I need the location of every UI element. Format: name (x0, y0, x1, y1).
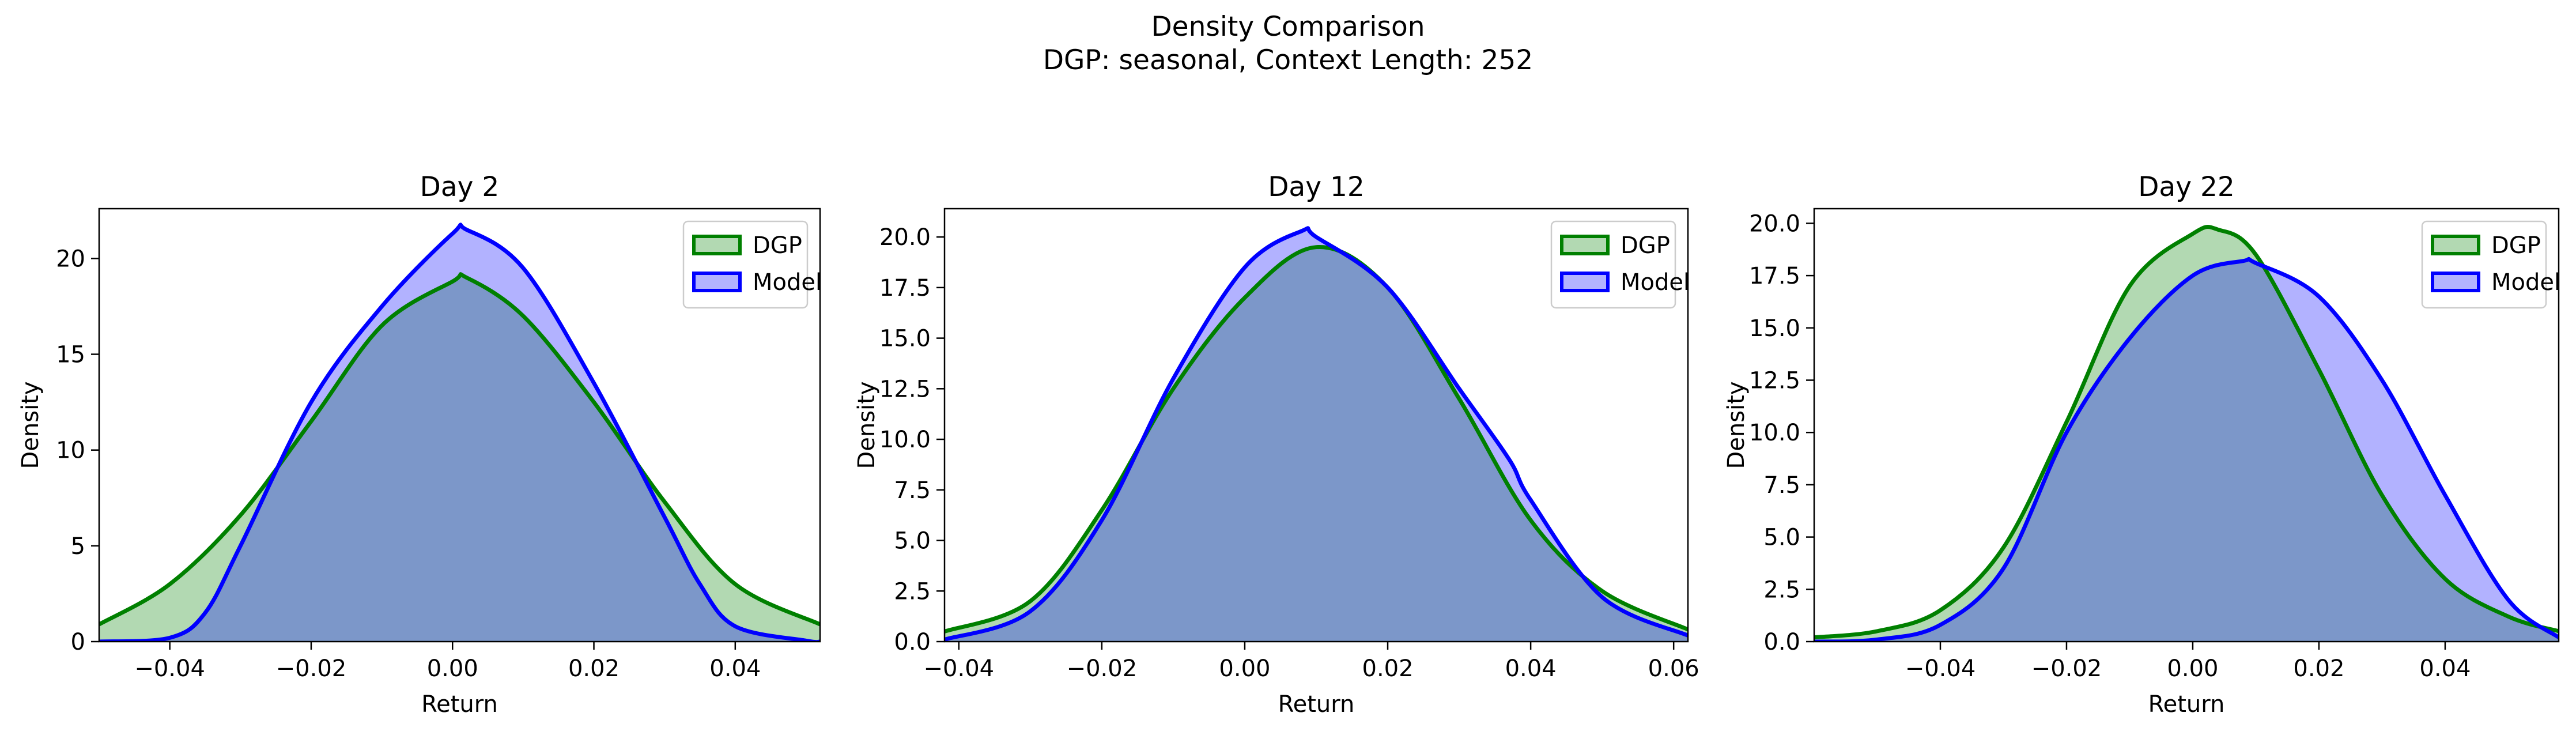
density-line-dgp (945, 245, 1688, 634)
x-tick-label: 0.04 (1505, 655, 1557, 682)
plot-area (1814, 225, 2559, 642)
legend: DGP Model (682, 220, 822, 309)
x-tick-label: 0.00 (2167, 655, 2218, 682)
axes-frame (943, 208, 1689, 643)
y-tick-label: 15 (56, 342, 85, 368)
y-axis-label: Density (853, 381, 880, 469)
x-tick-label: −0.02 (2031, 655, 2102, 682)
y-tick-label: 5 (71, 533, 85, 560)
legend-label: Model (2491, 269, 2560, 296)
y-axis-label: Density (1723, 381, 1750, 469)
legend-label: Model (753, 269, 822, 296)
legend: DGP Model (2421, 220, 2560, 309)
subplot-title: Day 12 (1268, 171, 1365, 203)
legend-label: DGP (2491, 232, 2541, 259)
x-tick-label: 0.04 (2419, 655, 2471, 682)
y-tick-label: 20.0 (879, 224, 931, 251)
density-line-model (99, 223, 820, 642)
legend-label: Model (1621, 269, 1690, 296)
legend-swatch-dgp (1560, 235, 1610, 255)
y-tick-label: 5.0 (1763, 525, 1800, 551)
density-fill-model (945, 228, 1688, 642)
y-axis-label: Density (17, 381, 44, 469)
density-fill-model (99, 224, 820, 642)
density-fill-dgp (99, 274, 820, 642)
legend-box (682, 220, 809, 309)
x-tick-label: −0.04 (134, 655, 205, 682)
x-tick-label: −0.04 (924, 655, 995, 682)
y-tick-label: 17.5 (879, 275, 931, 301)
axes-frame (1813, 208, 2560, 643)
plot-area (99, 223, 820, 642)
y-tick-label: 12.5 (879, 376, 931, 402)
legend-label: DGP (753, 232, 802, 259)
axes-frame (98, 208, 821, 643)
subplot-1: −0.04 −0.02 0.00 0.02 0.04 0 5 10 15 20 Return Dens… (17, 171, 822, 718)
y-tick-label: 10 (56, 438, 85, 464)
legend: DGP Model (1550, 220, 1690, 309)
density-fill-dgp (945, 247, 1688, 642)
y-tick-label: 17.5 (1749, 263, 1800, 289)
density-fill-dgp (1814, 227, 2559, 642)
x-tick-label: 0.02 (1362, 655, 1414, 682)
y-tick-label: 0.0 (1763, 629, 1800, 655)
x-axis-label: Return (1278, 691, 1355, 718)
y-tick-label: 0 (71, 629, 85, 655)
y-tick-label: 10.0 (879, 427, 931, 453)
y-tick-label: 7.5 (1763, 472, 1800, 499)
legend-box (1550, 220, 1676, 309)
density-line-dgp (99, 272, 820, 627)
subtitle: DGP: seasonal, Context Length: 252 (1043, 44, 1533, 76)
y-tick-label: 0.0 (894, 629, 931, 655)
x-axis-label: Return (421, 691, 498, 718)
density-line-model (1814, 257, 2559, 642)
legend-swatch-model (692, 272, 742, 292)
plot-area (945, 226, 1688, 642)
x-tick-label: −0.02 (276, 655, 347, 682)
x-tick-label: −0.02 (1067, 655, 1138, 682)
x-tick-label: −0.04 (1905, 655, 1976, 682)
y-tick-label: 20 (56, 246, 85, 272)
legend-swatch-dgp (2431, 235, 2480, 255)
y-tick-label: 2.5 (1763, 576, 1800, 603)
subplot-2: −0.04 −0.02 0.00 0.02 0.04 0.06 0.0 2.5 5.0 7.5 10… (853, 171, 1699, 718)
x-tick-label: 0.02 (568, 655, 620, 682)
figure-title: Density Comparison DGP: seasonal, Contex… (0, 10, 2576, 77)
subplot-title: Day 22 (2138, 171, 2235, 203)
subplot-3: −0.04 −0.02 0.00 0.02 0.04 0.0 2.5 5.0 7.5 10.0 12… (1723, 171, 2560, 718)
legend-swatch-dgp (692, 235, 742, 255)
legend-label: DGP (1621, 232, 1670, 259)
y-tick-label: 20.0 (1749, 210, 1800, 237)
x-tick-label: 0.06 (1648, 655, 1699, 682)
x-tick-label: 0.04 (709, 655, 761, 682)
y-tick-label: 15.0 (1749, 315, 1800, 342)
density-line-dgp (1814, 225, 2559, 640)
legend-box (2421, 220, 2547, 309)
subplot-title: Day 2 (420, 171, 500, 203)
y-tick-label: 5.0 (894, 528, 931, 555)
x-tick-label: 0.02 (2293, 655, 2344, 682)
legend-swatch-model (2431, 272, 2480, 292)
y-tick-label: 7.5 (894, 477, 931, 504)
x-axis-label: Return (2148, 691, 2225, 718)
suptitle: Density Comparison (1151, 11, 1425, 43)
y-tick-label: 12.5 (1749, 367, 1800, 394)
y-tick-label: 2.5 (894, 578, 931, 605)
density-fill-model (1814, 259, 2559, 642)
density-line-model (945, 226, 1688, 642)
x-tick-label: 0.00 (1219, 655, 1270, 682)
legend-swatch-model (1560, 272, 1610, 292)
x-tick-label: 0.00 (427, 655, 478, 682)
y-tick-label: 15.0 (879, 326, 931, 352)
y-tick-label: 10.0 (1749, 420, 1800, 446)
